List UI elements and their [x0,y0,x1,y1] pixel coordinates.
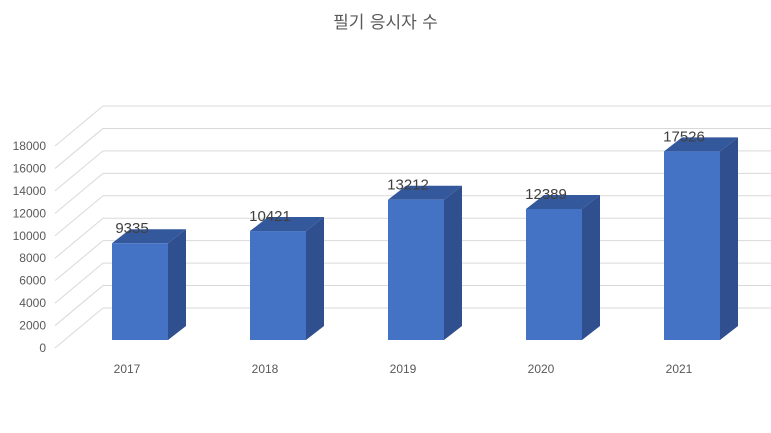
x-tick-label: 2017 [114,362,141,376]
data-label: 12389 [525,186,567,203]
bar-top [664,137,738,152]
data-label: 17526 [663,128,705,145]
bar-side [306,217,324,340]
y-tick-label: 12000 [13,206,47,220]
x-tick-label: 2019 [390,362,417,376]
y-tick-label: 4000 [19,296,46,310]
x-tick-label: 2020 [528,362,555,376]
bar-top [526,194,600,209]
y-tick-label: 2000 [19,319,46,333]
bar-top [112,229,186,244]
bar-side [582,194,600,340]
bar-top [250,217,324,232]
bar-side [444,185,462,340]
gridline-diagonal [54,128,104,169]
gridline-diagonal [54,307,104,349]
bar [526,208,582,340]
gridline-diagonal [54,262,104,304]
gridline-diagonal [54,105,104,147]
chart-title: 필기 응시자 수 [333,13,438,33]
x-tick-label: 2021 [666,362,693,376]
bar [112,243,168,340]
y-tick-label: 18000 [13,139,47,153]
gridline-diagonal [54,172,104,214]
bar-top [388,185,462,200]
gridline-diagonal [54,240,104,282]
gridline-diagonal [54,217,104,259]
y-tick-label: 16000 [13,161,47,175]
gridline-diagonal [54,195,104,237]
data-label: 9335 [115,220,148,237]
data-label: 10421 [249,208,291,225]
bar-side [168,229,186,340]
bar [250,231,306,340]
y-tick-label: 14000 [13,184,47,198]
y-tick-label: 10000 [13,229,47,243]
data-label: 13212 [387,177,429,194]
bar [388,199,444,340]
y-tick-label: 0 [39,341,46,355]
y-tick-label: 8000 [19,251,46,265]
gridline-diagonal [54,285,104,326]
bar-side [720,137,738,340]
bar [664,151,720,340]
x-tick-label: 2018 [252,362,279,376]
gridline-diagonal [54,150,104,192]
y-tick-label: 6000 [19,274,46,288]
